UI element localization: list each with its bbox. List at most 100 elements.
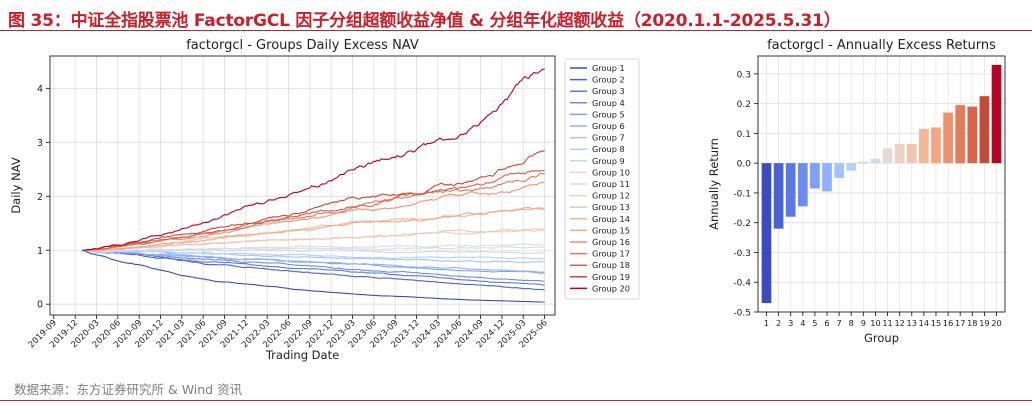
nav-grid	[50, 56, 555, 315]
nav-line-group-15	[82, 206, 545, 251]
bar-group-13	[906, 143, 917, 164]
figure-title: 图 35：中证全指股票池 FactorGCL 因子分组超额收益净值 & 分组年化…	[8, 11, 841, 31]
legend-label-group-20: Group 20	[592, 283, 630, 293]
legend-label-group-17: Group 17	[592, 249, 630, 259]
nav-y-axis-label: Daily NAV	[9, 157, 23, 213]
bar-group-7	[834, 163, 844, 179]
bar-group-4	[797, 163, 808, 207]
nav-ytick-label: 2	[37, 192, 43, 203]
bar-group-3	[785, 163, 796, 217]
bar-group-12	[894, 143, 905, 164]
nav-ytick-label: 1	[37, 246, 43, 257]
bar-xtick-label: 15	[931, 318, 941, 328]
bar-group-1	[761, 163, 772, 304]
bar-chart-title: factorgcl - Annually Excess Returns	[767, 38, 996, 53]
nav-chart-title: factorgcl - Groups Daily Excess NAV	[186, 38, 419, 53]
nav-legend-box	[564, 58, 640, 300]
nav-x-axis-label: Trading Date	[265, 348, 339, 362]
nav-ytick-label: 4	[37, 84, 43, 95]
bar-group-6	[822, 163, 832, 192]
legend-label-group-11: Group 11	[592, 179, 630, 189]
bar-ytick-label: 0.2	[737, 100, 751, 110]
nav-series-lines	[82, 68, 545, 303]
nav-ytick-label: 3	[37, 138, 43, 149]
bar-xtick-label: 17	[955, 318, 965, 328]
nav-line-group-7	[82, 249, 545, 263]
bar-xtick-label: 3	[788, 318, 793, 328]
legend-label-group-8: Group 8	[592, 144, 625, 154]
bar-xtick-label: 10	[870, 318, 880, 328]
bar-ytick-label: -0.4	[733, 279, 751, 289]
nav-line-group-19	[82, 149, 545, 251]
annual-return-bar-chart: factorgcl - Annually Excess Returns -0.5 -…	[707, 38, 1006, 345]
nav-line-group-2	[82, 249, 545, 291]
legend-label-group-10: Group 10	[592, 167, 630, 177]
nav-line-group-14	[82, 207, 545, 252]
bar-xtick-label: 13	[907, 318, 917, 328]
nav-plot-frame	[49, 55, 556, 316]
nav-line-group-18	[82, 169, 545, 251]
bar-ytick-label: 0.3	[737, 70, 751, 80]
bottom-rule	[0, 400, 1032, 401]
nav-line-group-8	[82, 249, 545, 260]
bar-group-11	[882, 148, 893, 164]
bar-xtick-label: 19	[979, 318, 989, 328]
bar-xtick-label: 12	[894, 318, 904, 328]
bar-xtick-label: 4	[800, 318, 805, 328]
nav-line-chart: factorgcl - Groups Daily Excess NAV 0 1 2 3 4…	[9, 38, 640, 362]
bar-ytick-label: 0.1	[737, 130, 751, 140]
bar-ytick-label: -0.3	[733, 249, 751, 259]
bar-series	[761, 64, 1002, 304]
nav-line-group-17	[82, 172, 545, 251]
legend-label-group-1: Group 1	[592, 63, 625, 73]
legend-label-group-14: Group 14	[592, 214, 630, 224]
legend-label-group-2: Group 2	[592, 75, 625, 85]
bar-plot-frame	[757, 55, 1006, 313]
bar-group-16	[943, 112, 953, 164]
bar-xtick-label: 7	[837, 318, 842, 328]
legend-label-group-7: Group 7	[592, 133, 625, 143]
bar-ytick-label: -0.5	[733, 309, 751, 319]
legend-label-group-6: Group 6	[592, 121, 625, 131]
source-note: 数据来源：东方证券研究所 & Wind 资讯	[14, 382, 243, 397]
legend-label-group-16: Group 16	[592, 237, 630, 247]
bar-xtick-label: 14	[919, 318, 929, 328]
legend-label-group-18: Group 18	[592, 260, 630, 270]
bar-xtick-label: 6	[824, 318, 829, 328]
bar-ytick-label: -0.1	[733, 189, 751, 199]
nav-line-group-11	[82, 243, 545, 252]
bar-xtick-label: 20	[991, 318, 1001, 328]
nav-line-group-13	[82, 228, 545, 252]
bar-group-20	[991, 64, 1002, 164]
bar-group-15	[931, 127, 941, 164]
bar-ytick-label: 0.0	[737, 160, 752, 170]
bar-group-19	[979, 96, 990, 164]
bar-group-18	[967, 106, 978, 164]
bar-y-axis-label: Annually Return	[707, 138, 721, 230]
legend-label-group-3: Group 3	[592, 86, 625, 96]
legend-label-group-13: Group 13	[592, 202, 630, 212]
bar-group-14	[919, 128, 929, 164]
bar-xtick-label: 2	[776, 318, 781, 328]
legend-label-group-19: Group 19	[592, 272, 630, 282]
nav-ytick-label: 0	[37, 300, 43, 311]
nav-line-group-3	[82, 249, 545, 286]
legend-label-group-5: Group 5	[592, 109, 625, 119]
bar-xtick-label: 9	[861, 318, 866, 328]
nav-line-group-9	[82, 249, 545, 254]
title-rule	[0, 30, 1032, 31]
nav-line-group-20	[82, 68, 545, 251]
bar-xtick-label: 11	[882, 318, 892, 328]
legend-label-group-9: Group 9	[592, 156, 625, 166]
legend-label-group-12: Group 12	[592, 191, 630, 201]
legend-label-group-4: Group 4	[592, 98, 625, 108]
bar-xtick-label: 1	[764, 318, 769, 328]
nav-line-group-1	[82, 249, 545, 303]
bar-group-17	[955, 105, 966, 164]
bar-group-10	[870, 158, 881, 164]
bar-xtick-label: 8	[849, 318, 854, 328]
legend-label-group-15: Group 15	[592, 225, 630, 235]
nav-line-group-6	[82, 249, 545, 273]
bar-xtick-label: 16	[943, 318, 953, 328]
